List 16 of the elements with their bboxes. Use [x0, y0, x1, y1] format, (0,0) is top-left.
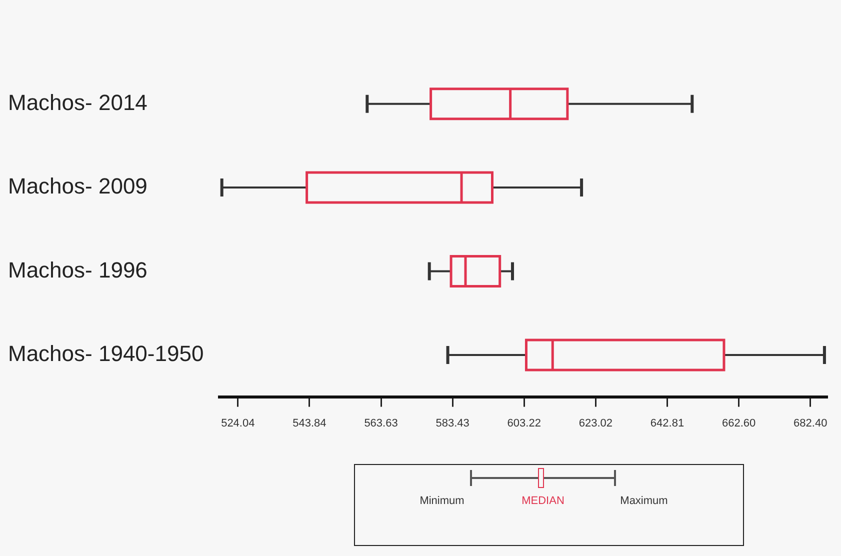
x-tick-label: 642.81 — [650, 417, 684, 430]
x-tick-label: 524.04 — [221, 417, 255, 430]
x-tick-label: 623.02 — [578, 417, 613, 430]
y-tick-label: Machos- 1940-1950 — [8, 341, 204, 366]
y-tick-label: Machos- 2014 — [8, 90, 148, 115]
x-tick-label: 583.43 — [436, 417, 470, 430]
x-tick-label: 543.84 — [292, 417, 326, 430]
y-tick-label: Machos- 2009 — [8, 174, 148, 199]
x-tick-label: 682.40 — [794, 417, 828, 430]
x-tick-label: 563.63 — [364, 417, 398, 430]
y-tick-label: Machos- 1996 — [8, 257, 148, 282]
text: Maximum — [619, 495, 669, 507]
text: Minimum — [418, 495, 466, 507]
text: MEDIAN — [520, 495, 566, 507]
x-tick-label: 662.60 — [722, 417, 756, 430]
x-tick-label: 603.22 — [507, 417, 541, 430]
